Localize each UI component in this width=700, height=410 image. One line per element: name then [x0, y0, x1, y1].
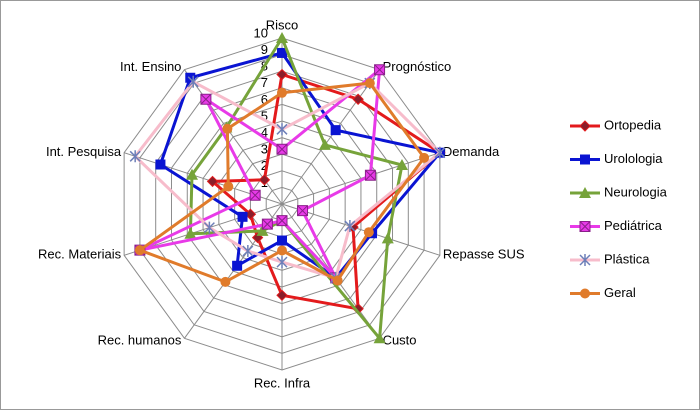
- r-tick-label: 10: [254, 25, 268, 40]
- legend-marker: [580, 288, 590, 299]
- data-point: [184, 227, 197, 239]
- legend-label: Neurologia: [604, 184, 668, 199]
- category-label: Rec. humanos: [98, 333, 182, 348]
- data-point: [203, 221, 215, 234]
- data-point: [276, 215, 288, 227]
- data-point: [373, 332, 386, 344]
- data-point: [223, 181, 234, 192]
- data-point: [237, 211, 248, 222]
- legend-label: Geral: [604, 285, 636, 300]
- data-point: [206, 175, 219, 188]
- legend-item: Urolologia: [570, 151, 663, 166]
- r-tick-label: 2: [261, 158, 268, 173]
- data-point: [129, 150, 141, 163]
- data-point: [277, 235, 287, 246]
- data-point: [187, 75, 199, 88]
- legend-label: Urolologia: [604, 151, 663, 166]
- data-point: [332, 275, 343, 286]
- data-point: [261, 218, 273, 230]
- data-point: [297, 205, 309, 217]
- category-label: Risco: [266, 17, 299, 32]
- r-tick-label: 5: [261, 108, 268, 123]
- data-point: [200, 93, 212, 105]
- spoke: [281, 203, 441, 256]
- data-point: [277, 245, 287, 256]
- data-point: [276, 289, 288, 302]
- category-label: Custo: [383, 333, 417, 348]
- data-point: [381, 232, 394, 244]
- data-point: [222, 123, 233, 134]
- data-point: [374, 64, 386, 76]
- data-point: [258, 174, 271, 186]
- data-point: [256, 224, 269, 236]
- legend-marker: [579, 120, 591, 132]
- data-point: [276, 256, 288, 269]
- data-point: [277, 47, 287, 58]
- data-point: [242, 245, 254, 258]
- category-label: Repasse SUS: [443, 247, 525, 262]
- r-tick-label: 9: [261, 42, 268, 57]
- legend-label: Ortopedia: [604, 117, 662, 132]
- r-tick-label: 3: [261, 142, 268, 157]
- legend-item: Neurologia: [570, 184, 668, 199]
- category-label: Rec. Infra: [254, 375, 311, 390]
- legend-marker: [579, 221, 591, 232]
- category-label: Rec. Materiais: [38, 247, 122, 262]
- data-point: [344, 220, 356, 233]
- data-point: [364, 169, 376, 181]
- data-point: [276, 143, 288, 155]
- category-label: Demanda: [443, 144, 500, 159]
- data-point: [395, 159, 408, 171]
- data-point: [363, 227, 374, 238]
- data-point: [186, 168, 199, 180]
- category-label: Prognóstico: [383, 59, 452, 74]
- data-point: [419, 152, 430, 163]
- data-point: [276, 32, 288, 43]
- data-point: [364, 78, 375, 89]
- legend-item: Geral: [570, 285, 636, 300]
- data-point: [434, 146, 446, 159]
- legend-marker: [580, 154, 590, 165]
- data-point: [232, 260, 243, 271]
- spoke: [281, 69, 380, 205]
- data-point: [276, 123, 288, 136]
- data-point: [352, 93, 364, 105]
- data-point: [330, 125, 341, 136]
- legend-label: Pediátrica: [604, 218, 663, 233]
- data-point: [185, 72, 196, 83]
- data-point: [249, 189, 261, 201]
- data-point: [276, 68, 288, 81]
- data-point: [155, 159, 166, 170]
- category-label: Int. Pesquisa: [46, 144, 122, 159]
- r-tick-label: 7: [261, 75, 268, 90]
- category-label: Int. Ensino: [120, 59, 181, 74]
- legend-label: Plástica: [604, 251, 650, 266]
- legend-item: Pediátrica: [570, 218, 663, 233]
- data-point: [277, 87, 287, 98]
- r-tick-label: 4: [261, 125, 268, 140]
- data-point: [318, 138, 331, 150]
- legend-marker: [579, 187, 591, 198]
- data-point: [220, 276, 231, 287]
- r-tick-label: 6: [261, 92, 268, 107]
- spoke: [281, 152, 441, 205]
- data-point: [134, 245, 145, 256]
- legend-item: Plástica: [570, 251, 650, 266]
- legend-item: Ortopedia: [570, 117, 662, 132]
- legend-marker: [579, 254, 591, 266]
